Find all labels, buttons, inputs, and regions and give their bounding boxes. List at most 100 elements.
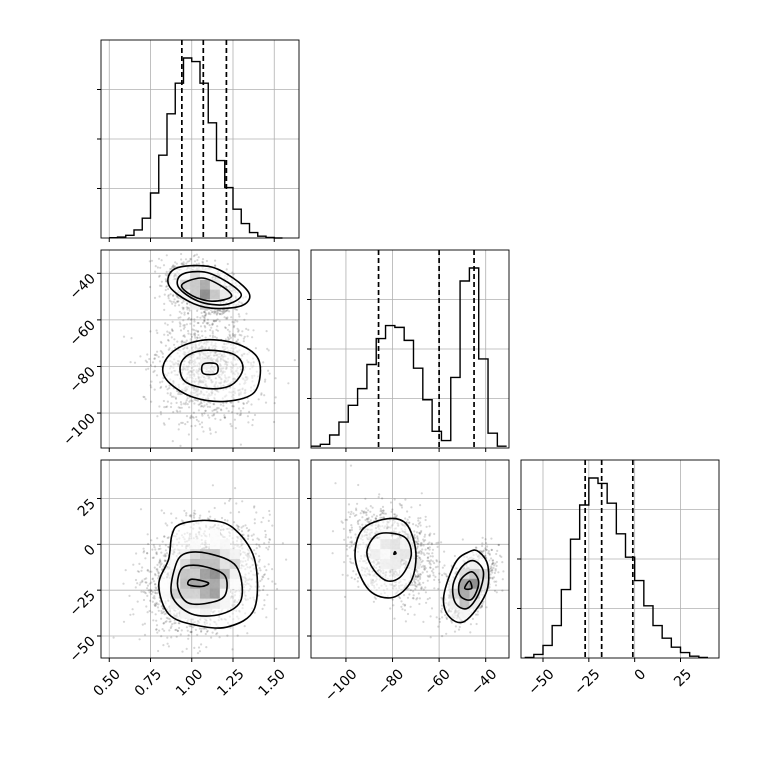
sample-point (260, 578, 263, 581)
sample-point (163, 535, 166, 538)
sample-point (163, 333, 166, 336)
sample-point (206, 318, 209, 321)
sample-point (164, 621, 167, 624)
sample-point (143, 396, 146, 399)
sample-point (188, 307, 191, 310)
sample-point (194, 628, 197, 632)
sample-point (223, 308, 226, 311)
sample-point (216, 632, 219, 635)
sample-point (139, 508, 143, 511)
sample-point (158, 629, 161, 632)
sample-point (134, 586, 137, 589)
sample-point (160, 351, 163, 354)
sample-point (223, 310, 226, 313)
sample-point (189, 416, 192, 419)
sample-point (184, 258, 188, 261)
sample-point (197, 321, 200, 325)
sample-point (264, 533, 267, 536)
sample-point (254, 552, 257, 555)
sample-point (233, 521, 236, 524)
sample-point (239, 413, 242, 416)
sample-point (210, 311, 213, 314)
sample-point (149, 588, 152, 591)
sample-point (216, 406, 219, 410)
sample-point (226, 317, 229, 320)
sample-point (490, 537, 493, 540)
sample-point (226, 328, 229, 331)
sample-point (164, 273, 167, 276)
sample-point (152, 544, 155, 547)
sample-point (177, 316, 180, 319)
sample-point (218, 320, 221, 323)
sample-point (166, 323, 169, 326)
sample-point (202, 316, 205, 319)
sample-point (209, 515, 212, 518)
sample-point (183, 311, 186, 314)
sample-point (223, 416, 226, 419)
sample-point (263, 599, 266, 602)
sample-point (145, 605, 148, 608)
sample-point (153, 603, 156, 606)
sample-point (211, 332, 214, 335)
sample-point (236, 527, 239, 530)
sample-point (259, 569, 262, 572)
sample-point (229, 626, 232, 629)
sample-point (143, 622, 146, 625)
sample-point (253, 549, 256, 552)
sample-point (196, 316, 199, 319)
sample-point (172, 395, 175, 398)
sample-point (246, 632, 249, 635)
sample-point (157, 574, 160, 577)
sample-point (203, 311, 206, 314)
sample-point (156, 350, 159, 353)
sample-point (234, 333, 237, 336)
sample-point (232, 326, 235, 329)
sample-point (263, 380, 267, 383)
sample-point (146, 594, 149, 598)
sample-point (132, 613, 135, 616)
sample-point (268, 545, 271, 548)
sample-point (177, 300, 180, 303)
sample-point (189, 333, 192, 336)
sample-point (231, 271, 234, 274)
sample-point (224, 326, 227, 329)
sample-point (215, 408, 218, 411)
sample-point (238, 528, 241, 531)
sample-point (228, 337, 231, 340)
sample-point (180, 258, 183, 261)
sample-point (236, 320, 239, 323)
sample-point (159, 340, 162, 343)
sample-point (228, 323, 231, 327)
sample-point (183, 341, 186, 344)
sample-point (160, 562, 163, 565)
sample-point (257, 585, 260, 588)
sample-point (162, 554, 165, 557)
sample-point (152, 556, 155, 559)
sample-point (261, 575, 264, 578)
sample-point (129, 361, 132, 364)
sample-point (133, 361, 137, 364)
sample-point (263, 565, 266, 568)
sample-point (200, 643, 203, 646)
sample-point (159, 266, 162, 269)
sample-point (150, 581, 153, 584)
sample-point (175, 295, 179, 298)
sample-point (236, 525, 240, 528)
sample-point (272, 420, 276, 424)
sample-point (267, 369, 270, 372)
sample-point (170, 266, 174, 269)
sample-point (160, 284, 163, 288)
sample-point (196, 336, 199, 340)
sample-point (200, 627, 203, 630)
sample-point (143, 578, 146, 581)
sample-point (142, 395, 145, 398)
sample-point (164, 549, 167, 552)
sample-point (219, 408, 223, 411)
sample-point (162, 644, 165, 647)
sample-point (189, 631, 193, 634)
sample-point (200, 404, 204, 408)
sample-point (193, 509, 196, 512)
sample-point (204, 330, 207, 333)
sample-point (247, 535, 250, 538)
sample-point (182, 308, 185, 311)
